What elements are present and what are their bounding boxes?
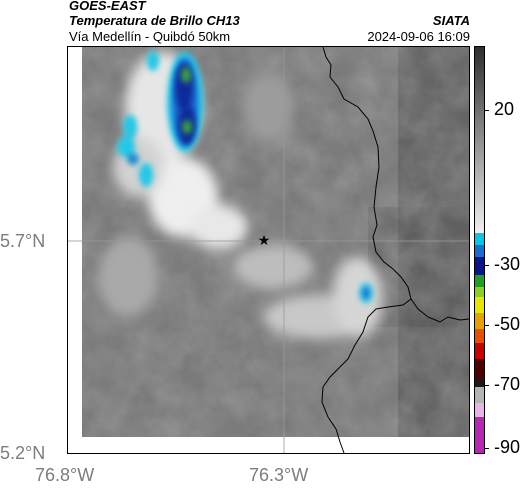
- colorbar-tick: [485, 265, 489, 266]
- convective-core: [167, 52, 203, 152]
- department-border-east: [410, 298, 469, 323]
- map-canvas: ★: [68, 47, 469, 453]
- lat-tick-label: 5.7°N: [0, 231, 46, 251]
- colorbar-label: -90: [494, 437, 521, 457]
- lon-tick-label: 76.3°W: [249, 465, 309, 485]
- convective-cell-east: [359, 283, 373, 303]
- agency-label: SIATA: [432, 13, 470, 28]
- colorbar-label: 20: [494, 99, 515, 119]
- product-title: Temperatura de Brillo CH13: [69, 13, 240, 28]
- department-border: [321, 47, 412, 453]
- colorbar-tick: [485, 325, 489, 326]
- colorbar-tick: [485, 448, 489, 449]
- colorbar-label: -50: [494, 314, 521, 334]
- colorbar: [474, 46, 485, 454]
- timestamp-label: 2024-09-06 16:09: [367, 29, 470, 44]
- colorbar-tick: [485, 110, 489, 111]
- lon-tick-label: 76.8°W: [35, 465, 95, 485]
- colorbar-label: -30: [494, 254, 521, 274]
- star-icon: ★: [258, 233, 271, 249]
- satellite-name: GOES-EAST: [69, 0, 146, 13]
- lat-tick-label: 5.2°N: [0, 443, 46, 463]
- colorbar-tick: [485, 385, 489, 386]
- colorbar-label: -70: [494, 374, 521, 394]
- convective-cell-west: [117, 115, 153, 187]
- region-label: Vía Medellín - Quibdó 50km: [69, 29, 231, 44]
- satellite-map: ★: [67, 46, 470, 454]
- colorbar-ramp: [475, 47, 484, 453]
